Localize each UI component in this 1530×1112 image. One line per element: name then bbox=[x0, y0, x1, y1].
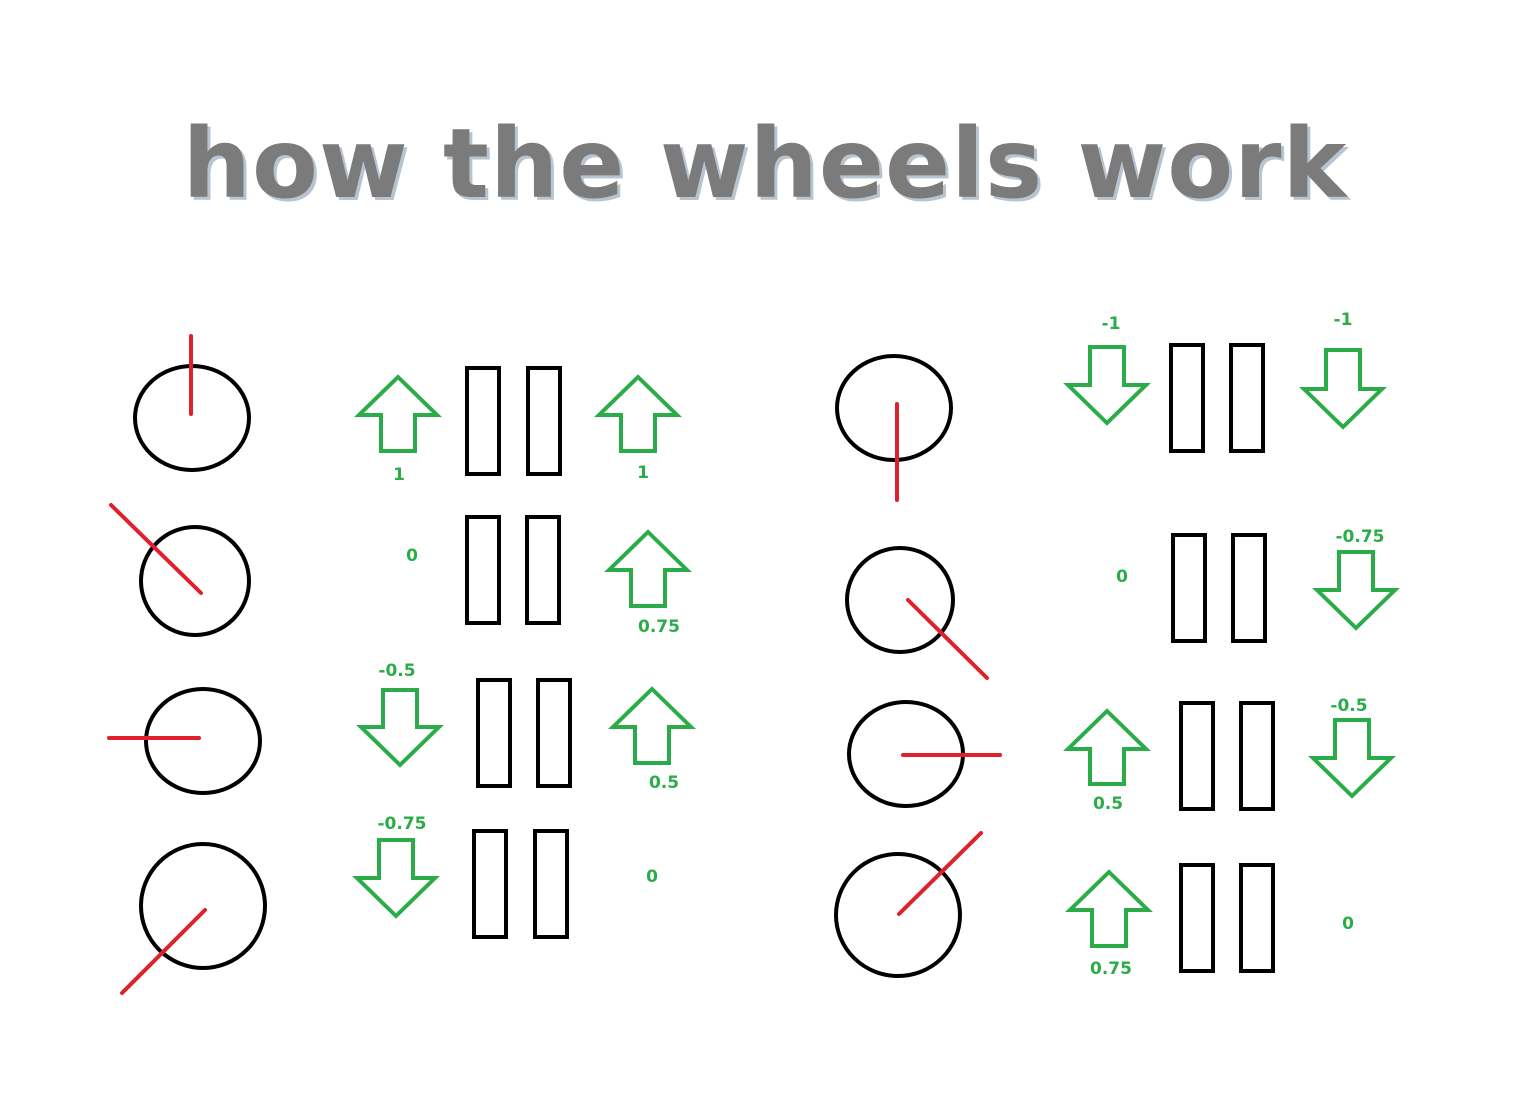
left-power-label: -0.75 bbox=[378, 814, 427, 834]
right-motor-block bbox=[1239, 701, 1275, 811]
right-motor-block bbox=[533, 829, 569, 939]
right-power-label: 0 bbox=[646, 867, 658, 887]
left-power-label: 0 bbox=[406, 546, 418, 566]
direction-pointer bbox=[109, 503, 203, 595]
wheel-circle bbox=[845, 546, 955, 654]
left-motor-block bbox=[1169, 343, 1205, 453]
left-power-label: -0.5 bbox=[378, 661, 415, 681]
wheel-circle bbox=[139, 842, 267, 970]
wheel-circle bbox=[834, 852, 962, 978]
wheel-row-8: 0.75 0 bbox=[834, 831, 1354, 979]
left-motor-block bbox=[1179, 863, 1215, 973]
right-power-label: -1 bbox=[1334, 310, 1353, 330]
right-power-label: 0 bbox=[1342, 914, 1354, 934]
direction-pointer bbox=[897, 831, 983, 916]
wheel-row-7: 0.5 -0.5 bbox=[847, 696, 1396, 814]
left-power-label: 0 bbox=[1116, 567, 1128, 587]
wheel-row-6: 0 -0.75 bbox=[845, 527, 1400, 680]
left-down-arrow-icon bbox=[352, 838, 440, 919]
left-power-label: 0.5 bbox=[1093, 794, 1123, 814]
left-motor-block bbox=[465, 366, 501, 476]
right-power-label: 1 bbox=[637, 463, 649, 483]
right-power-label: 0.75 bbox=[638, 617, 680, 637]
right-power-label: -0.5 bbox=[1330, 696, 1367, 716]
left-power-label: -1 bbox=[1102, 314, 1121, 334]
right-motor-block bbox=[536, 678, 572, 788]
right-motor-block bbox=[1239, 863, 1275, 973]
wheel-row-3: -0.5 0.5 bbox=[107, 661, 696, 795]
wheel-row-5: -1 -1 bbox=[835, 310, 1387, 502]
wheel-row-4: -0.75 0 bbox=[120, 814, 658, 995]
right-down-arrow-icon bbox=[1308, 718, 1396, 799]
wheel-circle bbox=[139, 525, 251, 637]
left-motor-block bbox=[1171, 533, 1207, 643]
right-down-arrow-icon bbox=[1312, 550, 1400, 631]
left-up-arrow-icon bbox=[354, 374, 442, 453]
left-power-label: 1 bbox=[393, 465, 405, 485]
right-up-arrow-icon bbox=[604, 529, 692, 608]
left-down-arrow-icon bbox=[356, 688, 444, 768]
page-title: how the wheels work bbox=[182, 108, 1348, 220]
direction-pointer bbox=[906, 598, 989, 680]
left-up-arrow-icon bbox=[1065, 869, 1153, 948]
right-power-label: 0.5 bbox=[649, 773, 679, 793]
right-motor-block bbox=[1231, 533, 1267, 643]
left-motor-block bbox=[476, 678, 512, 788]
wheel-circle bbox=[835, 354, 953, 462]
right-power-label: -0.75 bbox=[1336, 527, 1385, 547]
left-motor-block bbox=[1179, 701, 1215, 811]
wheel-row-2: 00.75 bbox=[109, 503, 692, 637]
left-motor-block bbox=[465, 515, 501, 625]
right-motor-block bbox=[526, 366, 562, 476]
right-down-arrow-icon bbox=[1299, 348, 1387, 430]
direction-pointer bbox=[120, 908, 207, 995]
left-up-arrow-icon bbox=[1063, 708, 1151, 786]
left-motor-block bbox=[472, 829, 508, 939]
right-up-arrow-icon bbox=[594, 374, 682, 453]
wheel-circle bbox=[144, 687, 262, 795]
left-down-arrow-icon bbox=[1063, 345, 1151, 426]
left-power-label: 0.75 bbox=[1090, 959, 1132, 979]
right-motor-block bbox=[1229, 343, 1265, 453]
right-motor-block bbox=[525, 515, 561, 625]
right-up-arrow-icon bbox=[608, 686, 696, 765]
